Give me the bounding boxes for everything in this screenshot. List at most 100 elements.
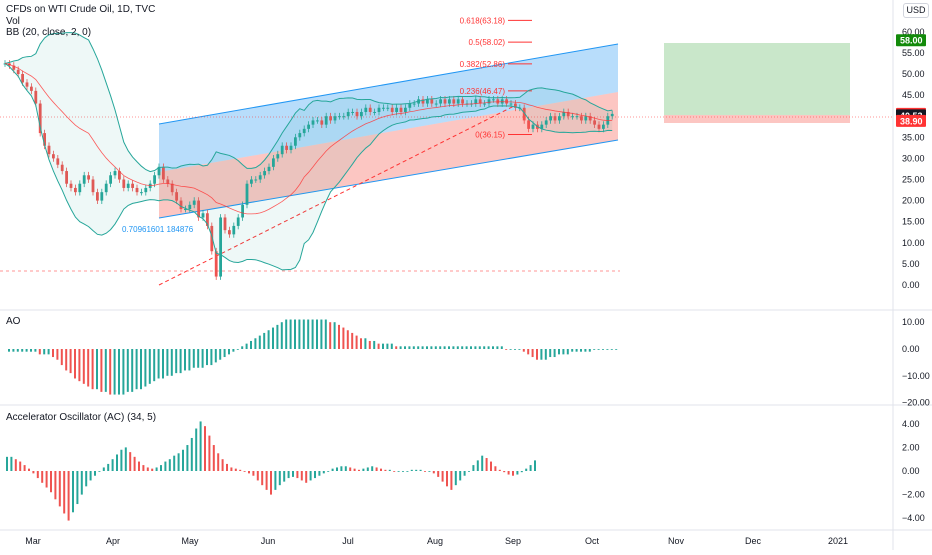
ac-bar [516, 471, 519, 475]
ac-bar [80, 471, 83, 495]
ao-bar [593, 349, 596, 350]
ac-bars [6, 421, 536, 521]
candle-body [118, 171, 121, 180]
ac-bar [534, 460, 536, 471]
candle-body [47, 145, 51, 155]
ac-bar [380, 468, 382, 471]
ao-bar [566, 349, 569, 355]
ac-bar [424, 471, 426, 472]
price-badge-label: 58.00 [900, 36, 923, 46]
price-tick-label: 60.00 [902, 27, 925, 37]
ao-bar [74, 349, 76, 379]
candle-body [386, 107, 390, 109]
candle-body [100, 192, 104, 201]
time-axis-label: Oct [585, 536, 600, 546]
candle-body [12, 65, 16, 70]
ac-bar [19, 461, 22, 471]
candle-body [566, 111, 570, 117]
candle-body [456, 99, 460, 104]
candle-body [404, 107, 407, 112]
candle-body [342, 116, 346, 118]
ao-bar [448, 346, 450, 349]
ac-bar [98, 471, 101, 472]
candle-body [153, 175, 156, 184]
ao-bar [404, 346, 406, 349]
ao-bar [456, 346, 459, 349]
ac-bar [10, 456, 13, 471]
candle-body [214, 251, 218, 277]
ao-bar [91, 349, 94, 390]
time-axis-label: Mar [25, 536, 41, 546]
candle-body [412, 103, 416, 105]
ao-bar [126, 349, 129, 392]
ac-bar [41, 471, 44, 483]
candle-body [78, 183, 82, 193]
ac-bar [58, 471, 61, 507]
ac-bar [406, 471, 409, 472]
candle-body [360, 111, 363, 117]
candle-body [30, 86, 33, 91]
ao-bar [302, 319, 305, 349]
bb-upper-line [4, 32, 613, 173]
candle-body [522, 107, 526, 121]
ac-bar [107, 463, 110, 471]
candle-body [25, 82, 29, 87]
fib-level-label: 0(36.15) [475, 130, 505, 139]
time-axis-label: Sep [505, 536, 521, 546]
ao-bar [34, 349, 37, 352]
ao-bar [214, 349, 217, 363]
ao-bar [276, 324, 279, 349]
ac-bar [28, 468, 30, 471]
currency-button[interactable]: USD [903, 3, 929, 18]
candle-body [56, 158, 60, 165]
ac-bar [450, 471, 453, 490]
candle-body [373, 111, 376, 113]
candle-body [593, 120, 596, 125]
ao-bar [487, 346, 490, 349]
ao-bar [531, 349, 534, 358]
time-axis-label: May [181, 536, 199, 546]
ac-bar [14, 459, 17, 471]
candle-body [276, 154, 280, 159]
time-axis-label: Apr [106, 536, 120, 546]
price-tick-label: 45.00 [902, 90, 925, 100]
stop-zone [664, 115, 850, 123]
ac-bar [116, 454, 118, 471]
ao-bars [8, 319, 618, 395]
ao-bar [364, 338, 367, 349]
candle-body [421, 99, 425, 104]
ac-bar [485, 458, 488, 471]
ac-bar [305, 471, 308, 483]
ac-bar [45, 471, 48, 488]
ao-bar [184, 349, 186, 371]
channel-bottom-line [158, 139, 619, 219]
candle-body [448, 99, 451, 104]
ac-bar [366, 467, 369, 471]
ac-bar [454, 471, 457, 486]
ao-bar [131, 349, 134, 392]
ao-bar [602, 349, 604, 350]
ac-bar [124, 447, 127, 471]
ao-tick-label: 0.00 [902, 344, 920, 354]
ao-bar [21, 349, 24, 352]
ac-bar [437, 471, 440, 477]
ao-bar [540, 349, 543, 360]
candle-body [223, 217, 227, 231]
ao-bar [373, 340, 376, 349]
ac-bar [85, 471, 88, 487]
ac-bar [340, 466, 343, 471]
ao-bar [408, 346, 411, 349]
ao-bar [505, 349, 508, 350]
candle-body [245, 183, 249, 205]
candle-body [399, 107, 403, 112]
price-badge [896, 114, 926, 127]
ao-bar [197, 349, 200, 368]
candle-body [109, 175, 112, 184]
candle-body [527, 120, 530, 129]
ac-bar [50, 471, 52, 493]
ao-bar [109, 349, 112, 395]
ac-bar [362, 468, 365, 471]
candle-body [60, 164, 64, 172]
candle-body [280, 145, 284, 155]
